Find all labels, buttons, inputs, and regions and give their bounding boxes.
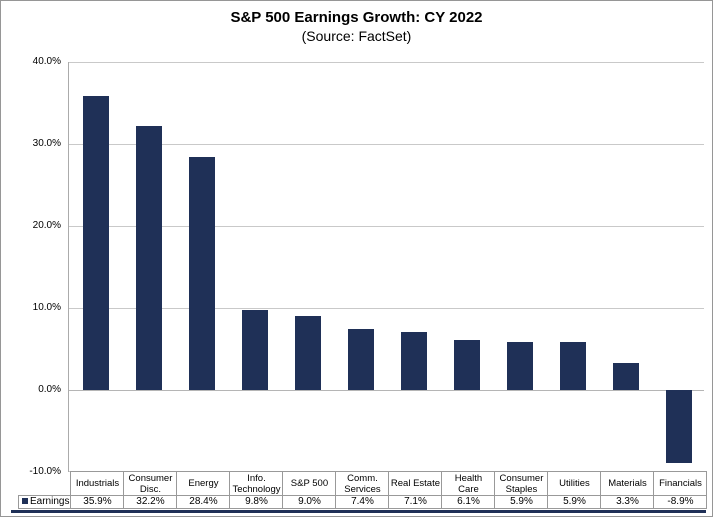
value-cell-energy: 28.4% (176, 495, 231, 509)
category-header-info-technology: Info. Technology (229, 471, 284, 496)
gridline (69, 226, 704, 227)
value-cell-s-p-500: 9.0% (282, 495, 337, 509)
y-axis-label: 40.0% (32, 56, 61, 67)
gridline (69, 62, 704, 63)
category-header-s-p-500: S&P 500 (282, 471, 337, 496)
bar-info-technology (241, 309, 268, 390)
category-header-financials: Financials (653, 471, 708, 496)
bar-financials (665, 390, 692, 463)
table-corner-spacer (19, 472, 71, 496)
category-header-consumer-staples: Consumer Staples (494, 471, 549, 496)
y-axis-label: 30.0% (32, 138, 61, 149)
bar-s-p-500 (294, 316, 321, 390)
bar-comm-services (347, 329, 374, 390)
legend-label: Earnings (30, 496, 70, 508)
value-cell-comm-services: 7.4% (335, 495, 390, 509)
chart-subtitle: (Source: FactSet) (301, 28, 412, 44)
value-cell-real-estate: 7.1% (388, 495, 443, 509)
value-cell-info-technology: 9.8% (229, 495, 284, 509)
bar-industrials (82, 95, 109, 390)
y-axis-label: 0.0% (38, 384, 61, 395)
category-header-utilities: Utilities (547, 471, 602, 496)
legend-square-icon (22, 498, 28, 504)
value-cell-industrials: 35.9% (70, 495, 125, 509)
legend-cell: Earnings (17, 495, 72, 509)
bar-energy (188, 157, 215, 390)
gridline (69, 144, 704, 145)
zero-gridline (69, 390, 704, 391)
bar-consumer-disc (135, 125, 162, 390)
value-cell-consumer-staples: 5.9% (494, 495, 549, 509)
category-header-industrials: Industrials (70, 471, 125, 496)
bar-health-care (453, 339, 480, 390)
bar-utilities (559, 341, 586, 390)
bottom-accent-line (11, 510, 706, 513)
category-header-consumer-disc: Consumer Disc. (123, 471, 178, 496)
bar-real-estate (400, 331, 427, 390)
bar-consumer-staples (506, 341, 533, 390)
chart-title: S&P 500 Earnings Growth: CY 2022 (230, 9, 483, 26)
category-header-comm-services: Comm. Services (335, 471, 390, 496)
y-axis-label: 20.0% (32, 220, 61, 231)
value-cell-utilities: 5.9% (547, 495, 602, 509)
y-axis-label: -10.0% (29, 466, 61, 477)
category-header-health-care: Health Care (441, 471, 496, 496)
category-header-real-estate: Real Estate (388, 471, 443, 496)
bar-materials (612, 362, 639, 390)
plot-area (68, 62, 704, 472)
value-cell-health-care: 6.1% (441, 495, 496, 509)
category-header-energy: Energy (176, 471, 231, 496)
category-header-materials: Materials (600, 471, 655, 496)
gridline (69, 308, 704, 309)
value-cell-consumer-disc: 32.2% (123, 495, 178, 509)
data-table: Industrials Consumer Disc. Energy Info. Tec… (17, 471, 708, 509)
y-axis-label: 10.0% (32, 302, 61, 313)
value-cell-materials: 3.3% (600, 495, 655, 509)
value-cell-financials: -8.9% (653, 495, 708, 509)
